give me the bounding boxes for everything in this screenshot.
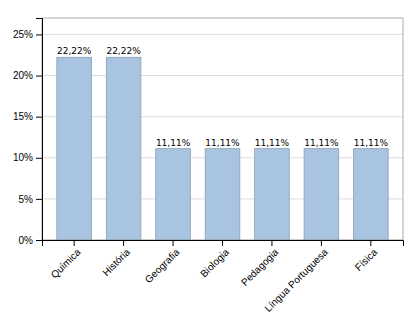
x-axis: Química História Geografia BiologiaPedagogi… [43, 240, 404, 314]
x-tick-label: Geografia [143, 246, 182, 285]
x-tick-label: Pedagogia [239, 246, 281, 288]
y-tick-label: 0% [19, 235, 34, 246]
y-tick-mark [36, 158, 42, 159]
data-label: 11,11% [304, 138, 339, 148]
y-tick: 10% [13, 152, 42, 163]
x-tick-mark [123, 240, 124, 246]
bar [255, 149, 290, 240]
x-tick: Língua Portuguesa [262, 240, 330, 314]
y-tick-label: 20% [13, 70, 33, 81]
x-tick: Física [353, 240, 380, 273]
y-tick: 20% [13, 70, 42, 81]
y-tick: 15% [13, 111, 42, 122]
x-tick: Química [49, 240, 83, 280]
bar [57, 57, 92, 240]
x-tick-label: História [100, 246, 132, 278]
data-labels: 22,22% 22,22% 11,11% 11,11% 11,11% 11,11% 11,1… [57, 46, 388, 147]
x-tick: Pedagogia [239, 240, 281, 288]
y-tick-mark [36, 199, 42, 200]
x-tick-label: Física [353, 246, 380, 273]
x-tick: História [100, 240, 132, 278]
x-tick-mark [271, 240, 272, 246]
x-tick-mark [173, 240, 174, 246]
y-tick-mark [36, 76, 42, 77]
data-label: 22,22% [106, 46, 141, 56]
data-label: 22,22% [57, 46, 92, 56]
plot: 22,22% 22,22% 11,11% 11,11% 11,11% 11,11% 11,1… [13, 18, 404, 314]
y-tick-label: 15% [13, 111, 33, 122]
data-label: 11,11% [205, 138, 240, 148]
data-label: 11,11% [255, 138, 290, 148]
x-tick-mark [370, 240, 371, 246]
y-tick: 0% [19, 235, 42, 246]
x-axis-line [43, 241, 404, 247]
x-tick: Biologia [198, 240, 231, 279]
y-tick-mark [36, 240, 42, 241]
plot-frame [42, 18, 403, 240]
y-axis-line [36, 19, 43, 241]
x-tick: Geografia [143, 240, 182, 285]
x-tick-mark [222, 240, 223, 246]
y-tick: 5% [19, 194, 42, 205]
bar [354, 149, 389, 240]
y-tick-label: 25% [13, 29, 33, 40]
x-tick-label: Química [49, 246, 83, 280]
x-tick-mark [74, 240, 75, 246]
bar [205, 149, 240, 240]
y-tick-label: 5% [19, 194, 34, 205]
y-tick-mark [36, 34, 42, 35]
chart: 22,22% 22,22% 11,11% 11,11% 11,11% 11,11% 11,1… [0, 0, 419, 324]
x-tick-label: Língua Portuguesa [262, 246, 330, 314]
y-tick-mark [36, 117, 42, 118]
bars [57, 57, 388, 240]
grid-line [42, 116, 403, 117]
y-tick: 25% [13, 29, 42, 40]
data-label: 11,11% [354, 138, 389, 148]
bar [304, 149, 339, 240]
y-axis: 0% 5% 10% 15% 20% 25% [13, 19, 43, 246]
bar [156, 149, 191, 240]
x-tick-label: Biologia [198, 246, 231, 279]
grid-line [42, 75, 403, 76]
bar [106, 57, 141, 240]
data-label: 11,11% [156, 138, 191, 148]
y-tick-label: 10% [13, 152, 33, 163]
x-tick-mark [321, 240, 322, 246]
grid [42, 34, 403, 240]
grid-line [42, 34, 403, 35]
